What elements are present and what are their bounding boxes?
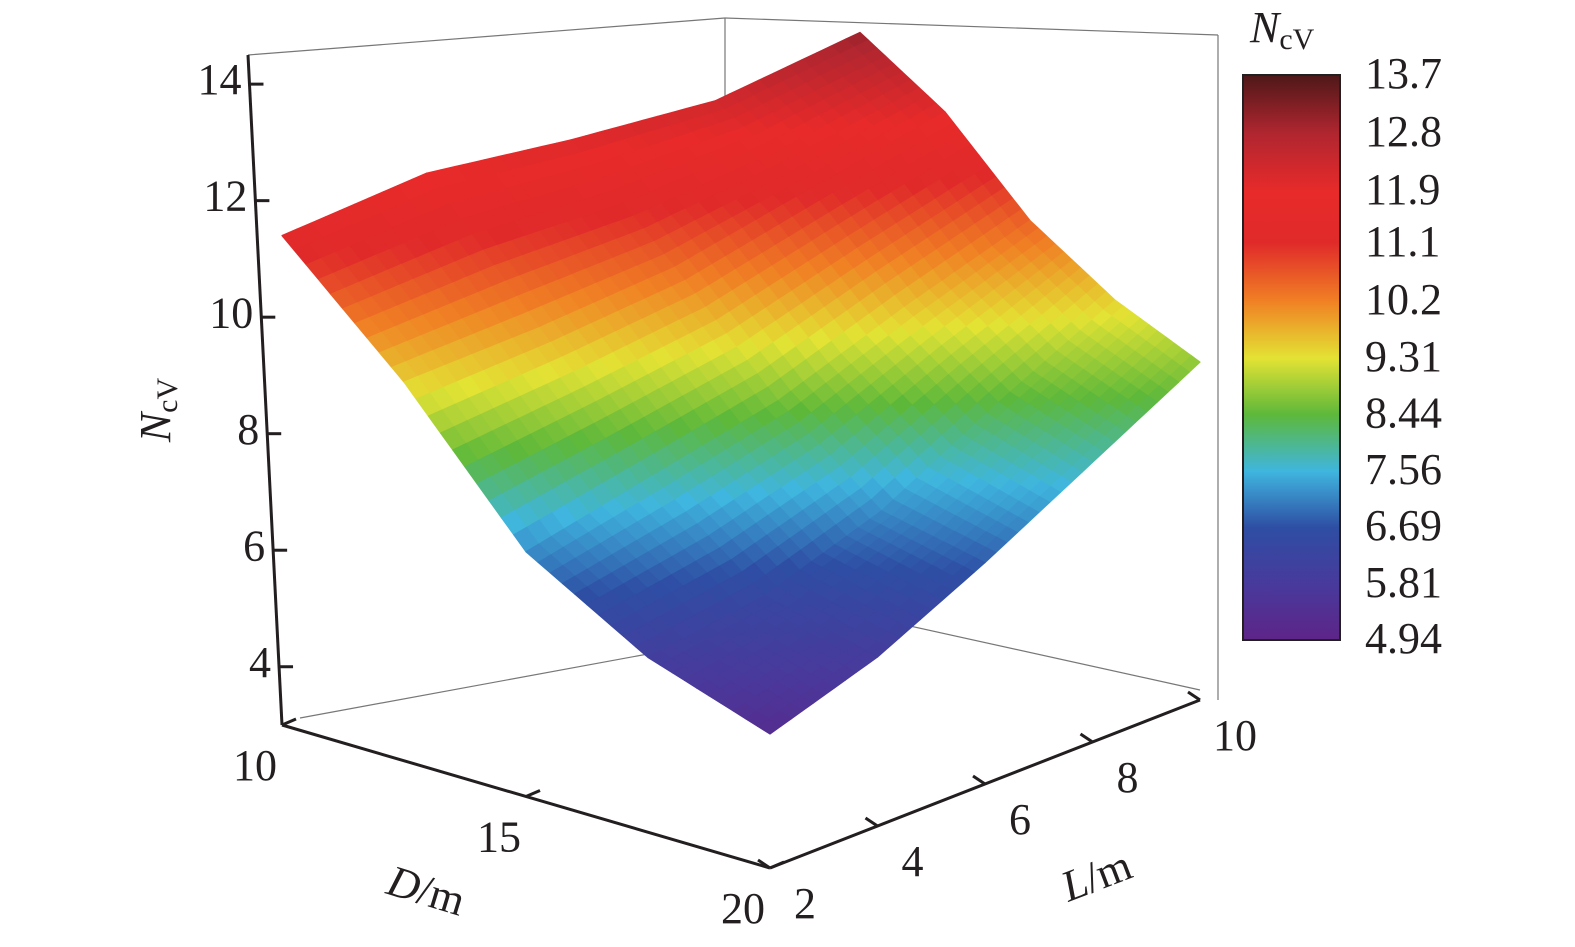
frame-line [724,17,1219,36]
colorbar-title-main: N [1249,3,1282,52]
colorbar-tick-label: 6.69 [1365,501,1442,550]
colorbar-tick-label: 8.44 [1365,388,1442,437]
colorbar-tick-label: 7.56 [1365,445,1442,494]
x-tick [281,717,297,727]
frame-line [247,17,726,56]
surface [281,31,1201,735]
z-tick-label: 4 [249,638,271,687]
surface-patch [757,718,782,735]
colorbar-segment [1243,242,1340,302]
z-tick-label: 14 [197,55,241,104]
colorbar-segment [1243,300,1340,359]
y-tick-label: 10 [1213,711,1257,760]
y-tick-label: 2 [794,879,816,928]
x-tick-label: 10 [233,741,277,790]
frame-line [859,614,1201,691]
y-tick [864,816,879,828]
colorbar-segment [1243,358,1340,415]
colorbar-tick-label: 10.2 [1365,275,1442,324]
y-tick [1079,732,1094,744]
x-tick-label: 15 [477,813,521,862]
colorbar-title-sub: cV [1279,23,1314,56]
colorbar-tick-label: 9.31 [1365,332,1442,381]
x-tick [525,789,541,798]
y-tick [1187,690,1201,702]
colorbar-segment [1243,133,1340,192]
x-tick-label: 20 [721,884,765,933]
z-tick-label: 10 [209,288,253,337]
colorbar-segment [1243,583,1340,641]
colorbar-tick-label: 5.81 [1365,558,1442,607]
colorbar-segment [1243,414,1340,472]
y-tick-label: 8 [1117,753,1139,802]
y-axis-label: L/m [1054,840,1139,912]
y-tick-label: 4 [902,837,924,886]
z-label-sub: cV [151,377,184,412]
colorbar-tick-label: 11.1 [1365,217,1440,266]
colorbar-segment [1243,471,1340,528]
y-tick [757,858,771,870]
z-tick-label: 12 [203,172,247,221]
colorbar-segment [1243,527,1340,585]
colorbar-border [1242,74,1341,641]
colorbar: 4.94 5.81 6.69 7.56 8.44 9.31 10.2 11.111.9 12.8… [1242,49,1442,663]
colorbar-segment [1243,75,1340,134]
z-axis [246,54,284,726]
colorbar-segment [1243,191,1340,244]
z-axis-label: NcV [131,377,184,443]
z-tick-label: 6 [243,521,265,570]
y-tick-label: 6 [1009,795,1031,844]
colorbar-tick-label: 13.7 [1365,49,1442,98]
colorbar-tick-label: 12.8 [1365,107,1442,156]
colorbar-tick-label: 11.9 [1365,165,1440,214]
y-tick [972,774,986,786]
z-label-main: N [131,410,180,443]
colorbar-tick-label: 4.94 [1365,614,1442,663]
z-tick-label: 8 [237,405,259,454]
ticks: 4 6 8 10 12 14 10 15 20 2 4 6 8 10 [197,55,1257,933]
x-axis-label: D/m [381,856,471,926]
x-tick [769,860,785,870]
colorbar-title: NcV [1249,3,1315,56]
